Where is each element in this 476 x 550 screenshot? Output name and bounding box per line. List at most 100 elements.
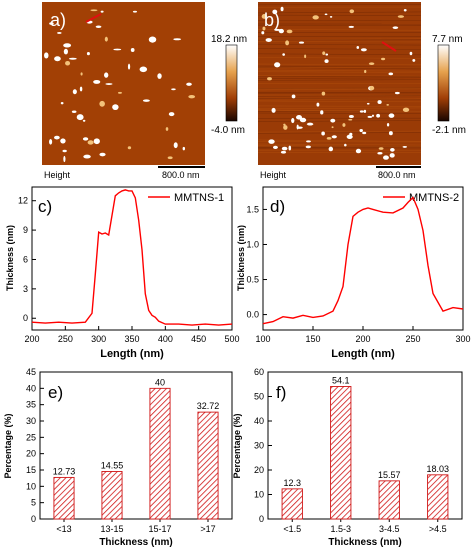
flake (388, 131, 393, 136)
x-tick-label: >4.5 (429, 524, 447, 534)
afm-image-a (42, 2, 205, 165)
y-tick-label: 30 (254, 441, 264, 451)
flake (306, 140, 311, 143)
flake (63, 155, 66, 163)
y-tick-label: 12 (18, 196, 28, 206)
panel-label: d) (270, 197, 285, 216)
flake (44, 52, 49, 59)
data-label: 14.55 (101, 460, 124, 470)
y-tick-label: 30 (26, 416, 36, 426)
flake (87, 140, 94, 145)
flake (280, 150, 287, 154)
flake (367, 115, 373, 118)
flake (306, 122, 314, 126)
flake (321, 91, 326, 96)
flake (291, 117, 295, 124)
axis-ticks: 100 150 200 250 300 0.0 0.5 1.0 1.5 (246, 204, 470, 344)
texture-streak (257, 130, 422, 133)
panel-label: f) (276, 383, 286, 402)
afm-panel-a: a) Height 800.0 nm 18.2 nm -4.0 nm (42, 2, 247, 180)
flake (356, 46, 360, 49)
scalebar-label: 800.0 nm (162, 170, 200, 180)
plot-frame (262, 186, 464, 331)
flake (83, 154, 91, 159)
texture-streak (257, 112, 422, 114)
x-tick-label: 400 (158, 334, 173, 344)
flake (280, 6, 284, 12)
flake (93, 79, 101, 84)
flake (346, 134, 353, 139)
flake (127, 146, 132, 150)
flake (262, 26, 266, 31)
chart-d: d) MMTNS-2 Length (nm) Thickness (nm) 10… (236, 186, 471, 360)
flake (282, 53, 285, 56)
y-tick-label: 0.0 (246, 310, 259, 320)
flake (316, 102, 320, 107)
y-axis-label: Thickness (nm) (5, 225, 15, 291)
flake (93, 138, 100, 145)
texture-streak (257, 65, 422, 68)
x-tick-label: 1.5-3 (330, 524, 351, 534)
flake (362, 131, 367, 135)
x-axis-label: Length (nm) (100, 348, 164, 360)
x-tick-label: 13-15 (100, 524, 123, 534)
flake (388, 113, 395, 118)
chart-f: f) Thickness (nm) Percentage (%) 0 10 20 30… (232, 367, 463, 548)
flake (377, 152, 383, 155)
flake (60, 138, 66, 144)
flake (360, 48, 367, 52)
texture-streak (257, 19, 422, 22)
chart-marks (31, 189, 233, 326)
texture-streak (257, 11, 422, 14)
flake (82, 119, 86, 122)
texture-streak (257, 79, 422, 81)
flake (90, 9, 98, 12)
flake (261, 14, 268, 19)
chart-marks (262, 196, 464, 325)
x-tick-label: 200 (24, 334, 39, 344)
flake (320, 110, 324, 115)
flake (348, 115, 354, 118)
flake (296, 124, 299, 130)
y-tick-label: 0.5 (246, 275, 259, 285)
flake (394, 91, 400, 95)
flake (271, 107, 276, 113)
texture-streak (257, 71, 422, 73)
data-label: 54.1 (332, 375, 350, 385)
y-tick-label: 10 (26, 481, 36, 491)
flake (99, 100, 105, 107)
flake (331, 135, 337, 139)
axis-ticks: 200 250 300 350 400 450 500 0 3 6 9 12 (18, 196, 240, 344)
flake (80, 72, 83, 76)
y-tick-label: 20 (254, 465, 264, 475)
texture-streak (257, 120, 422, 123)
x-tick-label: 15-17 (148, 524, 171, 534)
y-tick-label: 3 (23, 284, 28, 294)
flake (386, 122, 390, 127)
flake (376, 113, 381, 118)
bar (197, 411, 219, 520)
flake (371, 114, 375, 117)
flake (132, 10, 138, 13)
texture-streak (257, 14, 422, 16)
flake (368, 62, 375, 65)
y-tick-label: 25 (26, 432, 36, 442)
axis-ticks: 0 10 20 30 40 50 60 <1.5 1.5-3 3-4.5 >4.5 (254, 367, 447, 534)
x-axis-label: Thickness (nm) (328, 537, 401, 548)
flake (392, 26, 399, 29)
legend-label: MMTNS-2 (409, 192, 459, 204)
series-line (31, 189, 233, 326)
height-label: Height (260, 170, 287, 180)
y-tick-label: 5 (31, 498, 36, 508)
x-tick-label: 300 (455, 334, 470, 344)
flake (349, 9, 355, 14)
texture-streak (257, 107, 422, 110)
flake (349, 132, 353, 136)
flake (324, 59, 329, 63)
flake (148, 36, 157, 43)
texture-streak (257, 143, 422, 146)
flake (272, 145, 278, 150)
flake (359, 128, 363, 133)
bar (101, 471, 123, 520)
